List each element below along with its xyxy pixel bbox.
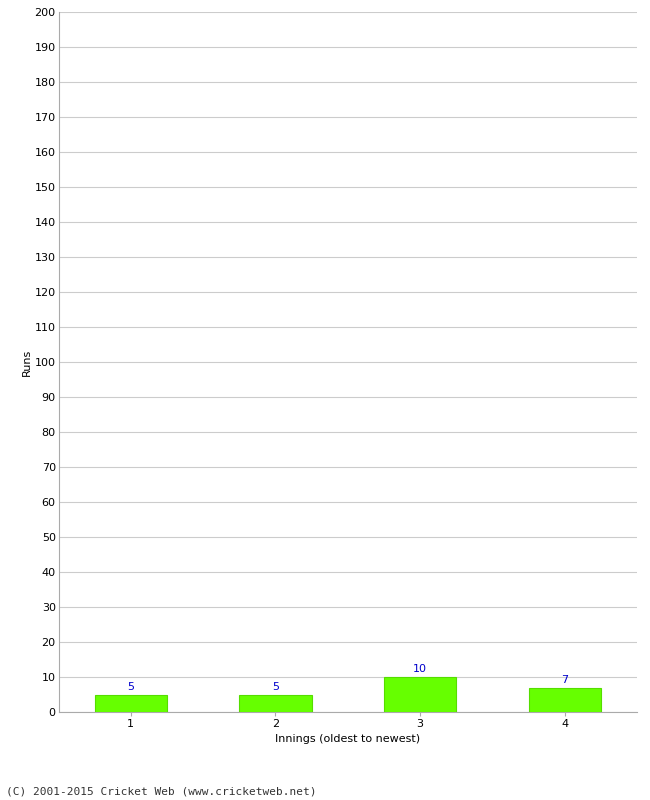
Text: 5: 5 (127, 682, 135, 692)
Text: (C) 2001-2015 Cricket Web (www.cricketweb.net): (C) 2001-2015 Cricket Web (www.cricketwe… (6, 786, 317, 796)
Bar (239, 694, 311, 712)
Bar (95, 694, 167, 712)
Text: 5: 5 (272, 682, 279, 692)
X-axis label: Innings (oldest to newest): Innings (oldest to newest) (275, 734, 421, 745)
Text: 7: 7 (561, 674, 568, 685)
Text: 10: 10 (413, 664, 427, 674)
Y-axis label: Runs: Runs (22, 348, 32, 376)
Bar (528, 687, 601, 712)
Bar (384, 677, 456, 712)
